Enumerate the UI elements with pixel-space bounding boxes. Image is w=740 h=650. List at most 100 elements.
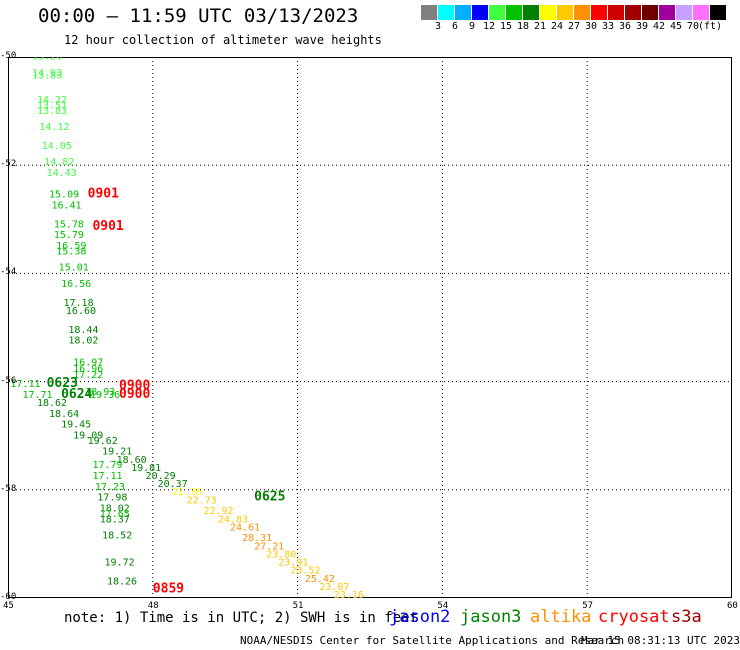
longitude-tick-label: 45 <box>3 601 14 611</box>
swh-value-label: 18.26 <box>107 576 137 587</box>
swh-value-label: 16.56 <box>61 279 91 290</box>
swh-value-label: 13.26 <box>32 57 62 63</box>
swh-value-label: 24.83 <box>218 514 248 525</box>
swh-value-label: 13.83 <box>32 71 62 82</box>
swh-value-label: 18.02 <box>100 503 130 514</box>
swh-value-label: 23.52 <box>290 566 320 577</box>
longitude-tick-label: 57 <box>582 601 594 611</box>
pass-time-label: 0625 <box>254 490 285 505</box>
wave-height-map: 13.2614.9313.8314.2213.5113.8314.1214.05… <box>8 57 732 598</box>
swh-value-label: 16.41 <box>51 200 81 211</box>
swh-value-label: 21.36 <box>172 487 202 498</box>
swh-value-label: 15.09 <box>49 190 79 201</box>
longitude-tick-label: 54 <box>437 601 449 611</box>
color-scale-label: 27 <box>567 21 581 32</box>
color-swatch <box>693 5 710 20</box>
page-subtitle: 12 hour collection of altimeter wave hei… <box>64 33 382 47</box>
swh-value-label: 15.01 <box>59 263 89 274</box>
pass-time-label: 0623 <box>47 376 78 391</box>
swh-value-label: 14.22 <box>37 95 67 106</box>
swh-value-label: 16.97 <box>73 357 103 368</box>
pass-time-label: 0901 <box>92 219 123 234</box>
satellite-legend-item: altika <box>530 607 592 627</box>
color-swatch <box>608 5 625 20</box>
color-swatch <box>591 5 608 20</box>
swh-value-label: 18.60 <box>117 455 147 466</box>
color-scale-label: 21 <box>533 21 547 32</box>
note-text: note: 1) Time is in UTC; 2) SWH is in fe… <box>64 610 419 626</box>
color-swatch <box>438 5 455 20</box>
color-scale-label: 12 <box>482 21 496 32</box>
swh-value-label: 19.81 <box>131 463 161 474</box>
swh-value-label: 23.91 <box>278 558 308 569</box>
swh-value-label: 14.05 <box>42 141 72 152</box>
swh-value-label: 13.51 <box>37 100 67 111</box>
map-frame <box>8 57 732 598</box>
swh-value-label: 23.80 <box>266 549 296 560</box>
swh-value-label: 18.62 <box>37 398 67 409</box>
swh-value-label: 18.52 <box>102 530 132 541</box>
footer-credit: NOAA/NESDIS Center for Satellite Applica… <box>240 634 625 647</box>
swh-value-label: 19.45 <box>61 420 91 431</box>
swh-value-label: 20.37 <box>158 479 188 490</box>
color-swatch <box>523 5 540 20</box>
page-title: 00:00 – 11:59 UTC 03/13/2023 <box>38 5 359 27</box>
color-swatch <box>489 5 506 20</box>
swh-value-label: 18.02 <box>68 336 98 347</box>
color-swatch <box>676 5 693 20</box>
color-swatch <box>506 5 523 20</box>
color-scale-bar <box>421 5 727 20</box>
swh-value-label: 17.79 <box>92 460 122 471</box>
swh-value-label: 15.38 <box>56 246 86 257</box>
swh-value-label: 23.16 <box>334 590 364 598</box>
pass-time-label: 0624 <box>61 387 92 402</box>
swh-value-label: 27.21 <box>254 541 284 552</box>
swh-value-label: 16.60 <box>66 306 96 317</box>
swh-value-label: 17.11 <box>92 471 122 482</box>
color-swatch <box>421 5 438 20</box>
color-swatch <box>472 5 489 20</box>
swh-value-label: 19.72 <box>105 558 135 569</box>
swh-value-label: 22.92 <box>203 506 233 517</box>
swh-value-label: 18.44 <box>68 325 98 336</box>
color-scale-label: 6 <box>451 21 459 32</box>
color-scale-label: 42 <box>652 21 666 32</box>
swh-value-label: 19.62 <box>88 436 118 447</box>
swh-value-label: 17.18 <box>64 298 94 309</box>
swh-value-label: 25.42 <box>305 574 335 585</box>
color-scale-label: 18 <box>516 21 530 32</box>
swh-value-label: 23.07 <box>319 582 349 593</box>
pass-time-label: 0900 <box>119 379 150 394</box>
swh-value-label: 18.93 <box>85 387 115 398</box>
color-scale-label: 70 <box>686 21 700 32</box>
latitude-tick-label: -60 <box>0 592 17 602</box>
swh-value-label: 18.37 <box>100 514 130 525</box>
swh-value-label: 17.65 <box>100 509 130 520</box>
latitude-tick-label: -56 <box>0 375 17 386</box>
swh-value-label: 19.21 <box>102 447 132 458</box>
color-scale-label: 9 <box>468 21 476 32</box>
satellite-legend-item: cryosat <box>598 607 670 627</box>
color-swatch <box>540 5 557 20</box>
color-swatch <box>557 5 574 20</box>
swh-value-label: 14.93 <box>32 68 62 79</box>
swh-value-label: 14.43 <box>47 168 77 179</box>
swh-value-label: 14.82 <box>44 157 74 168</box>
color-scale-label: (ft) <box>697 21 723 32</box>
color-scale-label: 24 <box>550 21 564 32</box>
pass-time-label: 0859 <box>153 582 184 597</box>
swh-value-label: 17.98 <box>97 493 127 504</box>
color-scale-label: 15 <box>499 21 513 32</box>
pass-time-label: 0901 <box>88 187 119 202</box>
color-scale-label: 33 <box>601 21 615 32</box>
swh-value-label: 17.22 <box>73 370 103 381</box>
latitude-tick-label: -50 <box>0 51 17 61</box>
satellite-legend-item: jason3 <box>460 607 522 627</box>
swh-value-label: 16.59 <box>56 241 86 252</box>
swh-value-label: 22.73 <box>187 495 217 506</box>
swh-value-label: 16.96 <box>73 364 103 375</box>
longitude-tick-label: 48 <box>147 601 159 611</box>
pass-time-label: 0900 <box>119 387 150 402</box>
swh-value-label: 15.78 <box>54 219 84 230</box>
color-swatch <box>710 5 727 20</box>
